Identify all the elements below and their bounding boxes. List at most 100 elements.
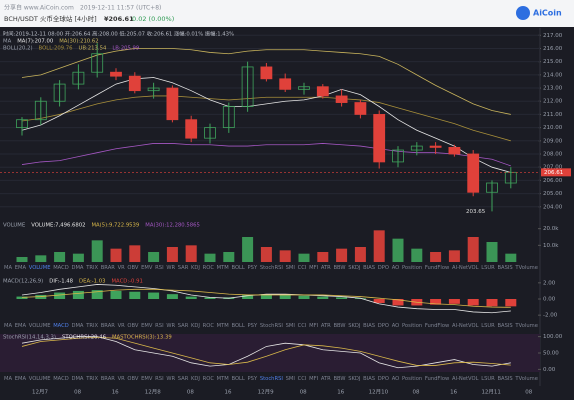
indicator-tab[interactable]: DMA: [71, 376, 84, 382]
indicator-tab[interactable]: DPO: [377, 323, 389, 329]
indicator-tab[interactable]: Position: [401, 265, 423, 271]
indicator-tab[interactable]: WR: [166, 323, 176, 329]
indicator-tab[interactable]: EMA: [14, 265, 27, 271]
indicator-tab[interactable]: EMV: [141, 265, 153, 271]
indicator-tab[interactable]: CCI: [297, 265, 307, 271]
indicator-tab[interactable]: SKDJ: [348, 265, 361, 271]
indicator-tab[interactable]: SMI: [285, 265, 295, 271]
indicator-tab[interactable]: EMV: [141, 323, 153, 329]
indicator-tab[interactable]: TRIX: [86, 323, 99, 329]
indicator-tab[interactable]: PSY: [247, 376, 258, 382]
indicator-tab[interactable]: AI-NetVOL: [451, 265, 479, 271]
indicator-tab[interactable]: ATR: [320, 265, 331, 271]
indicator-tab[interactable]: StochRSI: [259, 265, 283, 271]
indicator-tab[interactable]: CCI: [297, 376, 307, 382]
indicator-tab[interactable]: TRIX: [86, 265, 99, 271]
indicator-tab[interactable]: WR: [166, 376, 176, 382]
indicator-tab[interactable]: SKDJ: [348, 323, 361, 329]
indicator-tab[interactable]: BRAR: [100, 376, 115, 382]
indicator-tab[interactable]: BOLL: [231, 376, 245, 382]
indicator-tab[interactable]: SAR: [177, 323, 189, 329]
indicator-tab[interactable]: StochRSI: [259, 376, 283, 382]
indicator-tab[interactable]: MA: [4, 376, 13, 382]
indicator-tab[interactable]: AO: [391, 323, 400, 329]
indicator-tab[interactable]: OBV: [127, 323, 139, 329]
indicator-tab[interactable]: BIAS: [363, 323, 376, 329]
indicator-tab[interactable]: BASIS: [497, 265, 513, 271]
indicator-tab[interactable]: Position: [401, 376, 423, 382]
indicator-tab[interactable]: VOLUME: [28, 376, 51, 382]
indicator-tab[interactable]: KDJ: [191, 323, 200, 329]
indicator-tab[interactable]: LSUR: [481, 323, 495, 329]
indicator-tab[interactable]: LSUR: [481, 376, 495, 382]
indicator-tab[interactable]: RSI: [155, 376, 164, 382]
indicator-tab[interactable]: MTM: [216, 323, 229, 329]
indicator-tab[interactable]: AO: [391, 376, 400, 382]
indicator-tab[interactable]: AI-NetVOL: [451, 376, 479, 382]
indicator-tab[interactable]: ATR: [320, 323, 331, 329]
indicator-tab[interactable]: SAR: [177, 376, 189, 382]
indicator-tab[interactable]: BIAS: [363, 376, 376, 382]
indicator-tab[interactable]: MFI: [309, 265, 319, 271]
indicator-tab[interactable]: MFI: [309, 323, 319, 329]
indicator-tab[interactable]: OBV: [127, 376, 139, 382]
indicator-tab[interactable]: VR: [117, 376, 125, 382]
indicator-tab[interactable]: BBW: [333, 376, 346, 382]
indicator-tab[interactable]: SKDJ: [348, 376, 361, 382]
indicator-tab[interactable]: BASIS: [497, 376, 513, 382]
indicator-tab[interactable]: Position: [401, 323, 423, 329]
indicator-tab[interactable]: EMA: [14, 323, 27, 329]
indicator-tab[interactable]: VOLUME: [28, 323, 51, 329]
indicator-tab[interactable]: LSUR: [481, 265, 495, 271]
indicator-tab[interactable]: TVolume: [515, 323, 538, 329]
indicator-tab[interactable]: TRIX: [86, 376, 99, 382]
indicator-tab[interactable]: EMA: [14, 376, 27, 382]
indicator-tab[interactable]: MA: [4, 323, 13, 329]
indicator-tab[interactable]: BASIS: [497, 323, 513, 329]
indicator-tab[interactable]: DPO: [377, 376, 389, 382]
indicator-tab[interactable]: FundFlow: [424, 376, 450, 382]
indicator-tab[interactable]: ROC: [202, 376, 214, 382]
indicator-tab[interactable]: SMI: [285, 323, 295, 329]
indicator-tab[interactable]: KDJ: [191, 376, 200, 382]
indicator-tab[interactable]: PSY: [247, 323, 258, 329]
indicator-tab[interactable]: ROC: [202, 265, 214, 271]
indicator-tab[interactable]: MTM: [216, 376, 229, 382]
indicator-tab[interactable]: TVolume: [515, 265, 538, 271]
indicator-tab[interactable]: MACD: [53, 265, 69, 271]
indicator-tab[interactable]: VR: [117, 323, 125, 329]
indicator-tab[interactable]: RSI: [155, 265, 164, 271]
indicator-tab[interactable]: SAR: [177, 265, 189, 271]
indicator-tab[interactable]: MTM: [216, 265, 229, 271]
indicator-tab[interactable]: AI-NetVOL: [451, 323, 479, 329]
indicator-tab[interactable]: ATR: [320, 376, 331, 382]
indicator-tab[interactable]: DPO: [377, 265, 389, 271]
indicator-tab[interactable]: EMV: [141, 376, 153, 382]
indicator-tab[interactable]: AO: [391, 265, 400, 271]
indicator-tab[interactable]: TVolume: [515, 376, 538, 382]
indicator-tab[interactable]: BOLL: [231, 323, 245, 329]
indicator-tab[interactable]: RSI: [155, 323, 164, 329]
indicator-tab[interactable]: BIAS: [363, 265, 376, 271]
indicator-tab[interactable]: BOLL: [231, 265, 245, 271]
indicator-tab[interactable]: SMI: [285, 376, 295, 382]
indicator-tab[interactable]: MACD: [53, 376, 69, 382]
indicator-tab[interactable]: WR: [166, 265, 176, 271]
indicator-tab[interactable]: VR: [117, 265, 125, 271]
indicator-tab[interactable]: MACD: [53, 323, 69, 329]
indicator-tab[interactable]: BRAR: [100, 265, 115, 271]
indicator-tab[interactable]: DMA: [71, 265, 84, 271]
indicator-tab[interactable]: FundFlow: [424, 323, 450, 329]
indicator-tab[interactable]: BBW: [333, 323, 346, 329]
indicator-tab[interactable]: StochRSI: [259, 323, 283, 329]
indicator-tab[interactable]: VOLUME: [28, 265, 51, 271]
indicator-tab[interactable]: FundFlow: [424, 265, 450, 271]
indicator-tab[interactable]: KDJ: [191, 265, 200, 271]
indicator-tab[interactable]: CCI: [297, 323, 307, 329]
indicator-tab[interactable]: PSY: [247, 265, 258, 271]
indicator-tab[interactable]: DMA: [71, 323, 84, 329]
indicator-tab[interactable]: BBW: [333, 265, 346, 271]
indicator-tab[interactable]: ROC: [202, 323, 214, 329]
indicator-tab[interactable]: MA: [4, 265, 13, 271]
indicator-tab[interactable]: OBV: [127, 265, 139, 271]
